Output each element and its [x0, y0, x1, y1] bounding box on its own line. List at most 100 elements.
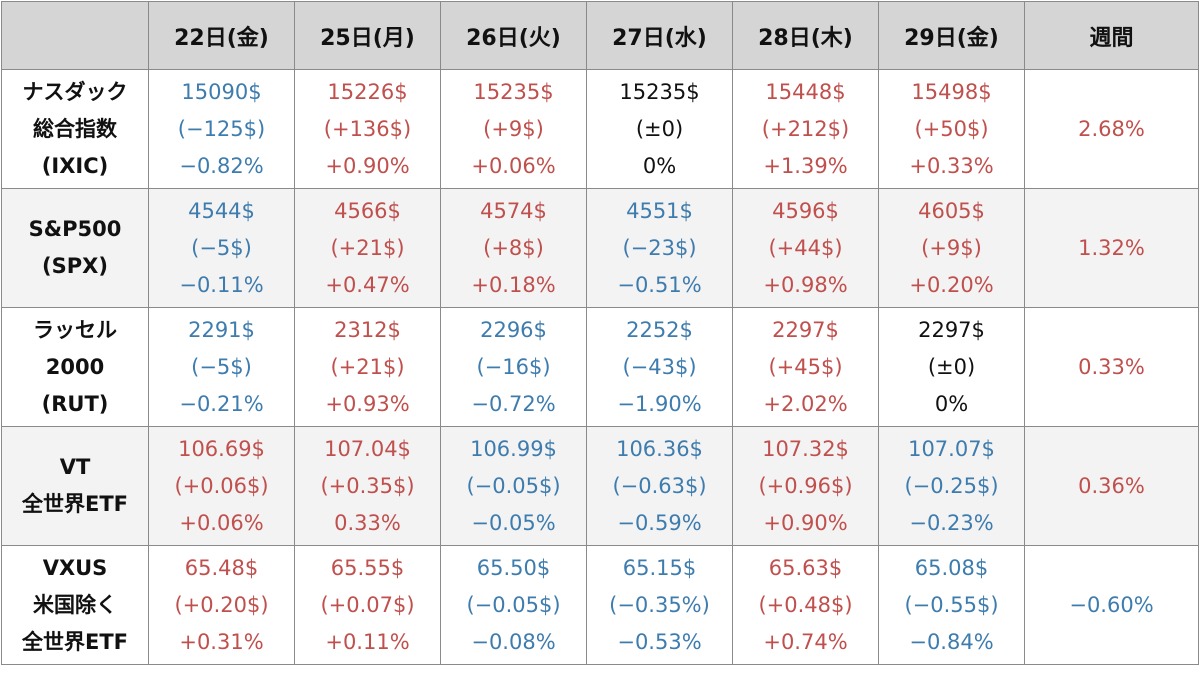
row-label-line: ラッセル	[33, 317, 117, 342]
cell-change: (+0.07$)	[320, 592, 415, 617]
cell-price: 15235$	[619, 79, 700, 104]
row-label-line: VT	[59, 455, 91, 479]
cell-change: (+9$)	[921, 235, 982, 260]
cell-price: 65.55$	[330, 555, 405, 580]
price-cell: 2252$ (−43$) −1.90%	[586, 307, 733, 427]
header-row: 22日(金) 25日(月) 26日(火) 27日(水) 28日(木) 29日(金…	[1, 1, 1199, 70]
header-day: 22日(金)	[148, 1, 295, 70]
cell-pct: −0.51%	[617, 272, 702, 297]
cell-price: 107.32$	[762, 436, 849, 461]
price-cell: 65.15$ (−0.35%) −0.53%	[586, 545, 733, 665]
cell-pct: +0.47%	[325, 272, 410, 297]
cell-change: (−43$)	[622, 354, 697, 379]
cell-change: (−16$)	[476, 354, 551, 379]
row-label-line: (RUT)	[41, 391, 109, 416]
table-row: S&P500 (SPX) 4544$ (−5$) −0.11% 4566$ (+21$) +0…	[1, 188, 1199, 308]
cell-change: (+136$)	[323, 116, 412, 141]
table-row: VXUS 米国除く 全世界ETF 65.48$ (+0.20$) +0.31% 65.55$…	[1, 545, 1199, 665]
price-cell: 65.55$ (+0.07$) +0.11%	[294, 545, 441, 665]
header-day: 26日(火)	[440, 1, 587, 70]
cell-pct: −0.08%	[471, 629, 556, 654]
cell-price: 65.48$	[184, 555, 259, 580]
price-cell: 4605$ (+9$) +0.20%	[878, 188, 1025, 308]
cell-price: 107.07$	[908, 436, 995, 461]
cell-price: 4551$	[626, 198, 693, 223]
index-weekly-table: 22日(金) 25日(月) 26日(火) 27日(水) 28日(木) 29日(金…	[1, 1, 1199, 665]
cell-change: (±0)	[635, 116, 684, 141]
header-weekly: 週間	[1024, 1, 1199, 70]
cell-pct: +0.06%	[179, 510, 264, 535]
cell-pct: −0.05%	[471, 510, 556, 535]
price-cell: 15498$ (+50$) +0.33%	[878, 69, 1025, 189]
weekly-change-cell: 0.36%	[1024, 426, 1199, 546]
cell-price: 15448$	[765, 79, 846, 104]
table-row: VT 全世界ETF 106.69$ (+0.06$) +0.06% 107.04$ (+0.…	[1, 426, 1199, 546]
cell-pct: −0.21%	[179, 391, 264, 416]
cell-pct: 0%	[642, 153, 677, 178]
price-cell: 65.48$ (+0.20$) +0.31%	[148, 545, 295, 665]
price-cell: 106.69$ (+0.06$) +0.06%	[148, 426, 295, 546]
header-day: 25日(月)	[294, 1, 441, 70]
price-cell: 2296$ (−16$) −0.72%	[440, 307, 587, 427]
cell-pct: +0.11%	[325, 629, 410, 654]
cell-price: 106.99$	[470, 436, 557, 461]
cell-change: (−0.05$)	[466, 592, 561, 617]
cell-change: (−0.63$)	[612, 473, 707, 498]
row-label-line: 総合指数	[33, 116, 117, 141]
cell-pct: +1.39%	[763, 153, 848, 178]
row-label: S&P500 (SPX)	[1, 188, 149, 308]
price-cell: 15090$ (−125$) −0.82%	[148, 69, 295, 189]
cell-pct: +0.31%	[179, 629, 264, 654]
table-row: ラッセル 2000 (RUT) 2291$ (−5$) −0.21% 2312$ (+21$)…	[1, 307, 1199, 427]
cell-price: 65.15$	[622, 555, 697, 580]
cell-change: (+0.20$)	[174, 592, 269, 617]
cell-pct: +2.02%	[763, 391, 848, 416]
cell-pct: −0.23%	[909, 510, 994, 535]
cell-price: 106.69$	[178, 436, 265, 461]
cell-change: (+21$)	[330, 354, 405, 379]
cell-price: 4574$	[480, 198, 547, 223]
cell-change: (−125$)	[177, 116, 266, 141]
cell-price: 4605$	[918, 198, 985, 223]
row-label-line: S&P500	[28, 217, 122, 241]
cell-pct: +0.93%	[325, 391, 410, 416]
weekly-change-cell: 2.68%	[1024, 69, 1199, 189]
cell-change: (−0.55$)	[904, 592, 999, 617]
cell-pct: −0.11%	[179, 272, 264, 297]
row-label: ナスダック 総合指数 (IXIC)	[1, 69, 149, 189]
header-day: 27日(水)	[586, 1, 733, 70]
price-cell: 2297$ (±0) 0%	[878, 307, 1025, 427]
price-cell: 4566$ (+21$) +0.47%	[294, 188, 441, 308]
cell-price: 65.63$	[768, 555, 843, 580]
price-cell: 15448$ (+212$) +1.39%	[732, 69, 879, 189]
price-cell: 107.07$ (−0.25$) −0.23%	[878, 426, 1025, 546]
cell-pct: +0.06%	[471, 153, 556, 178]
price-cell: 106.36$ (−0.63$) −0.59%	[586, 426, 733, 546]
cell-change: (+0.96$)	[758, 473, 853, 498]
row-label: ラッセル 2000 (RUT)	[1, 307, 149, 427]
cell-pct: +0.90%	[763, 510, 848, 535]
row-label-line: (IXIC)	[41, 153, 109, 178]
cell-change: (+8$)	[483, 235, 544, 260]
cell-pct: −0.82%	[179, 153, 264, 178]
table-body: ナスダック 総合指数 (IXIC) 15090$ (−125$) −0.82% 15226$…	[1, 69, 1199, 665]
row-label-line: VXUS	[42, 555, 108, 580]
cell-price: 2252$	[626, 317, 693, 342]
weekly-change-cell: 0.33%	[1024, 307, 1199, 427]
price-cell: 106.99$ (−0.05$) −0.05%	[440, 426, 587, 546]
price-cell: 4574$ (+8$) +0.18%	[440, 188, 587, 308]
price-cell: 65.50$ (−0.05$) −0.08%	[440, 545, 587, 665]
row-label: VT 全世界ETF	[1, 426, 149, 546]
cell-price: 4544$	[188, 198, 255, 223]
price-cell: 65.63$ (+0.48$) +0.74%	[732, 545, 879, 665]
cell-price: 4566$	[334, 198, 401, 223]
price-cell: 107.32$ (+0.96$) +0.90%	[732, 426, 879, 546]
cell-pct: −0.72%	[471, 391, 556, 416]
header-day: 28日(木)	[732, 1, 879, 70]
cell-pct: +0.98%	[763, 272, 848, 297]
cell-change: (±0)	[927, 354, 976, 379]
price-cell: 107.04$ (+0.35$) 0.33%	[294, 426, 441, 546]
price-cell: 15235$ (+9$) +0.06%	[440, 69, 587, 189]
cell-pct: +0.18%	[471, 272, 556, 297]
cell-pct: +0.20%	[909, 272, 994, 297]
